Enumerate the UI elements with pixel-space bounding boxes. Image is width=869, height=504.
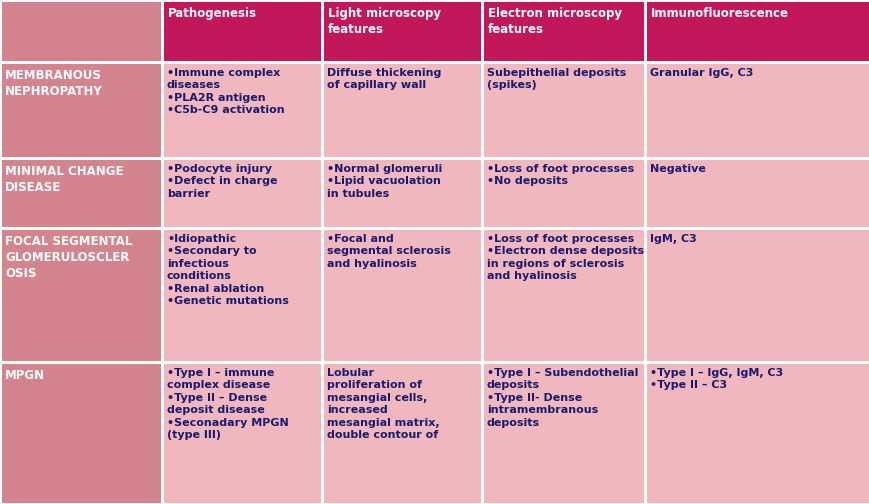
- Text: •Loss of foot processes
•Electron dense deposits
in regions of sclerosis
and hya: •Loss of foot processes •Electron dense …: [487, 234, 643, 281]
- Text: Light microscopy
features: Light microscopy features: [328, 7, 441, 36]
- Text: •Type I – immune
complex disease
•Type II – Dense
deposit disease
•Seconadary MP: •Type I – immune complex disease •Type I…: [167, 368, 289, 440]
- Bar: [644, 228, 869, 362]
- Bar: [162, 362, 322, 504]
- Bar: [0, 158, 162, 228]
- Text: •Podocyte injury
•Defect in charge
barrier: •Podocyte injury •Defect in charge barri…: [167, 164, 277, 199]
- Bar: [0, 62, 162, 158]
- Text: Immunofluorescence: Immunofluorescence: [650, 7, 788, 20]
- Bar: [162, 62, 322, 158]
- Text: Lobular
proliferation of
mesangial cells,
increased
mesangial matrix,
double con: Lobular proliferation of mesangial cells…: [327, 368, 439, 440]
- Bar: [162, 158, 322, 228]
- Bar: [481, 228, 644, 362]
- Text: •Immune complex
diseases
•PLA2R antigen
•C5b-C9 activation: •Immune complex diseases •PLA2R antigen …: [167, 68, 284, 115]
- Text: •Type I – IgG, IgM, C3
•Type II – C3: •Type I – IgG, IgM, C3 •Type II – C3: [649, 368, 782, 391]
- Text: IgM, C3: IgM, C3: [649, 234, 696, 244]
- Bar: [322, 0, 481, 62]
- Bar: [162, 228, 322, 362]
- Text: Granular IgG, C3: Granular IgG, C3: [649, 68, 753, 78]
- Text: Pathogenesis: Pathogenesis: [168, 7, 256, 20]
- Text: •Loss of foot processes
•No deposits: •Loss of foot processes •No deposits: [487, 164, 634, 186]
- Bar: [644, 158, 869, 228]
- Bar: [481, 362, 644, 504]
- Text: •Normal glomeruli
•Lipid vacuolation
in tubules: •Normal glomeruli •Lipid vacuolation in …: [327, 164, 441, 199]
- Text: •Type I – Subendothelial
deposits
•Type II- Dense
intramembranous
deposits: •Type I – Subendothelial deposits •Type …: [487, 368, 638, 427]
- Text: Subepithelial deposits
(spikes): Subepithelial deposits (spikes): [487, 68, 626, 90]
- Bar: [0, 362, 162, 504]
- Bar: [644, 62, 869, 158]
- Bar: [322, 158, 481, 228]
- Text: Electron microscopy
features: Electron microscopy features: [488, 7, 621, 36]
- Text: MPGN: MPGN: [5, 369, 45, 382]
- Text: MEMBRANOUS
NEPHROPATHY: MEMBRANOUS NEPHROPATHY: [5, 69, 103, 98]
- Text: •Idiopathic
•Secondary to
infectious
conditions
•Renal ablation
•Genetic mutatio: •Idiopathic •Secondary to infectious con…: [167, 234, 289, 306]
- Bar: [644, 362, 869, 504]
- Bar: [481, 158, 644, 228]
- Bar: [0, 228, 162, 362]
- Text: Negative: Negative: [649, 164, 705, 174]
- Bar: [0, 0, 162, 62]
- Bar: [322, 228, 481, 362]
- Bar: [481, 0, 644, 62]
- Text: MINIMAL CHANGE
DISEASE: MINIMAL CHANGE DISEASE: [5, 165, 123, 194]
- Bar: [322, 62, 481, 158]
- Bar: [481, 62, 644, 158]
- Text: FOCAL SEGMENTAL
GLOMERULOSCLER
OSIS: FOCAL SEGMENTAL GLOMERULOSCLER OSIS: [5, 235, 132, 280]
- Bar: [322, 362, 481, 504]
- Bar: [162, 0, 322, 62]
- Bar: [644, 0, 869, 62]
- Text: Diffuse thickening
of capillary wall: Diffuse thickening of capillary wall: [327, 68, 441, 90]
- Text: •Focal and
segmental sclerosis
and hyalinosis: •Focal and segmental sclerosis and hyali…: [327, 234, 450, 269]
